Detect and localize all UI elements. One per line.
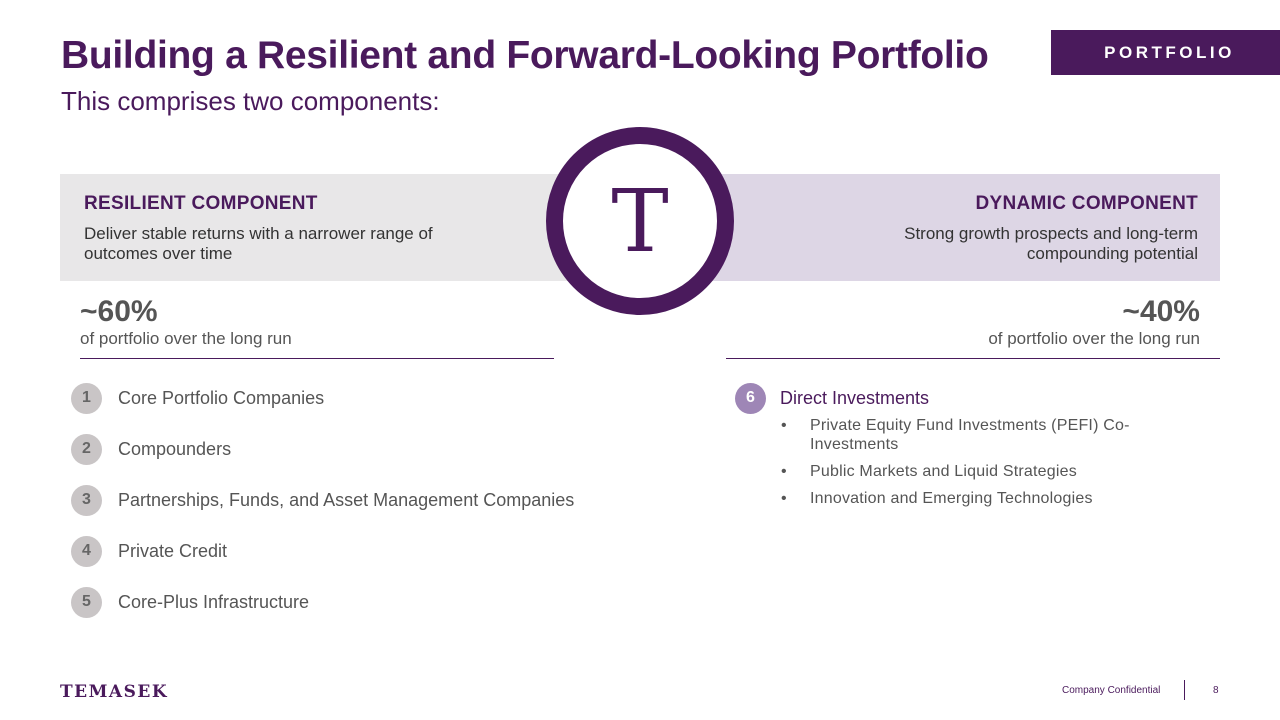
logo-letter: T bbox=[611, 172, 669, 272]
confidentiality-note: Company Confidential bbox=[1062, 685, 1161, 696]
page-number: 8 bbox=[1213, 685, 1219, 696]
list-item-label: Direct Investments bbox=[780, 387, 930, 408]
temasek-wordmark-logo: TEMASEK bbox=[60, 682, 169, 702]
number-badge: 6 bbox=[735, 382, 766, 414]
resilient-share-caption: of portfolio over the long run bbox=[80, 329, 292, 348]
dynamic-band bbox=[640, 174, 1220, 281]
dynamic-component-title: DYNAMIC COMPONENT bbox=[975, 193, 1198, 214]
direct-investments-item: 6 Direct Investments bbox=[735, 382, 929, 414]
list-item-label: Core-Plus Infrastructure bbox=[118, 591, 310, 612]
list-item: 1 Core Portfolio Companies bbox=[71, 382, 324, 414]
bullet-text: Private Equity Fund Investments (PEFI) C… bbox=[810, 417, 1130, 453]
page-subtitle: This comprises two components: bbox=[61, 86, 440, 116]
direct-investments-bullets: • Private Equity Fund Investments (PEFI) … bbox=[781, 416, 1161, 516]
dynamic-share-caption: of portfolio over the long run bbox=[988, 329, 1200, 348]
number-badge: 3 bbox=[71, 484, 102, 516]
dynamic-component-description: Strong growth prospects and long-term co… bbox=[904, 224, 1198, 263]
list-item-label: Compounders bbox=[118, 438, 232, 459]
bullet-icon: • bbox=[781, 417, 787, 434]
list-item-label: Core Portfolio Companies bbox=[118, 387, 325, 408]
bullet-icon: • bbox=[781, 490, 787, 507]
bullet-text: Public Markets and Liquid Strategies bbox=[810, 463, 1077, 480]
number-badge: 5 bbox=[71, 586, 102, 618]
dynamic-share: ~40% bbox=[1122, 295, 1200, 328]
bullet-item: • Private Equity Fund Investments (PEFI) … bbox=[781, 416, 1161, 454]
section-tag: PORTFOLIO bbox=[1051, 30, 1280, 75]
bullet-icon: • bbox=[781, 463, 787, 480]
resilient-divider bbox=[80, 358, 554, 359]
dynamic-divider bbox=[726, 358, 1220, 359]
footer-divider bbox=[1184, 680, 1185, 700]
bullet-item: • Public Markets and Liquid Strategies bbox=[781, 462, 1161, 481]
number-badge: 1 bbox=[71, 382, 102, 414]
list-item: 3 Partnerships, Funds, and Asset Managem… bbox=[71, 484, 574, 516]
bullet-text: Innovation and Emerging Technologies bbox=[810, 490, 1093, 507]
resilient-component-description: Deliver stable returns with a narrower r… bbox=[84, 224, 433, 263]
list-item-label: Partnerships, Funds, and Asset Managemen… bbox=[118, 489, 575, 510]
bullet-item: • Innovation and Emerging Technologies bbox=[781, 489, 1161, 508]
resilient-component-title: RESILIENT COMPONENT bbox=[84, 193, 318, 214]
number-badge: 2 bbox=[71, 433, 102, 465]
number-badge: 4 bbox=[71, 535, 102, 567]
list-item: 5 Core-Plus Infrastructure bbox=[71, 586, 309, 618]
list-item-label: Private Credit bbox=[118, 540, 228, 561]
resilient-share: ~60% bbox=[80, 295, 158, 328]
temasek-t-logo: T bbox=[546, 127, 734, 315]
list-item: 2 Compounders bbox=[71, 433, 231, 465]
list-item: 4 Private Credit bbox=[71, 535, 227, 567]
resilient-band bbox=[60, 174, 640, 281]
page-title: Building a Resilient and Forward-Looking… bbox=[61, 34, 989, 77]
